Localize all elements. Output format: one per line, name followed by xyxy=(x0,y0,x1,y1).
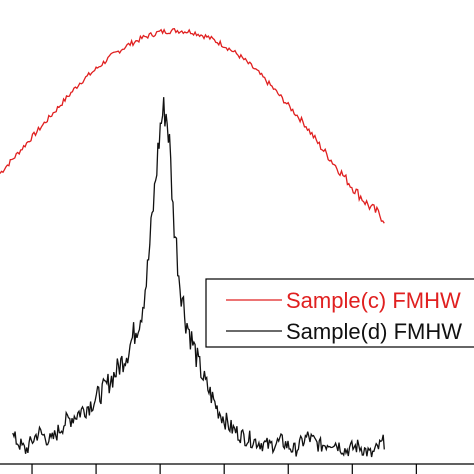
series-line-sample-d xyxy=(12,97,385,458)
series-line-sample-c xyxy=(0,27,385,224)
legend-label-sample-d: Sample(d) FMHW xyxy=(286,319,462,344)
legend-box xyxy=(205,278,474,348)
x-ticks xyxy=(31,464,417,474)
legend: Sample(c) FMHW Sample(d) FMHW xyxy=(205,278,474,348)
series-layer xyxy=(0,27,385,458)
legend-label-sample-c: Sample(c) FMHW xyxy=(286,288,461,313)
